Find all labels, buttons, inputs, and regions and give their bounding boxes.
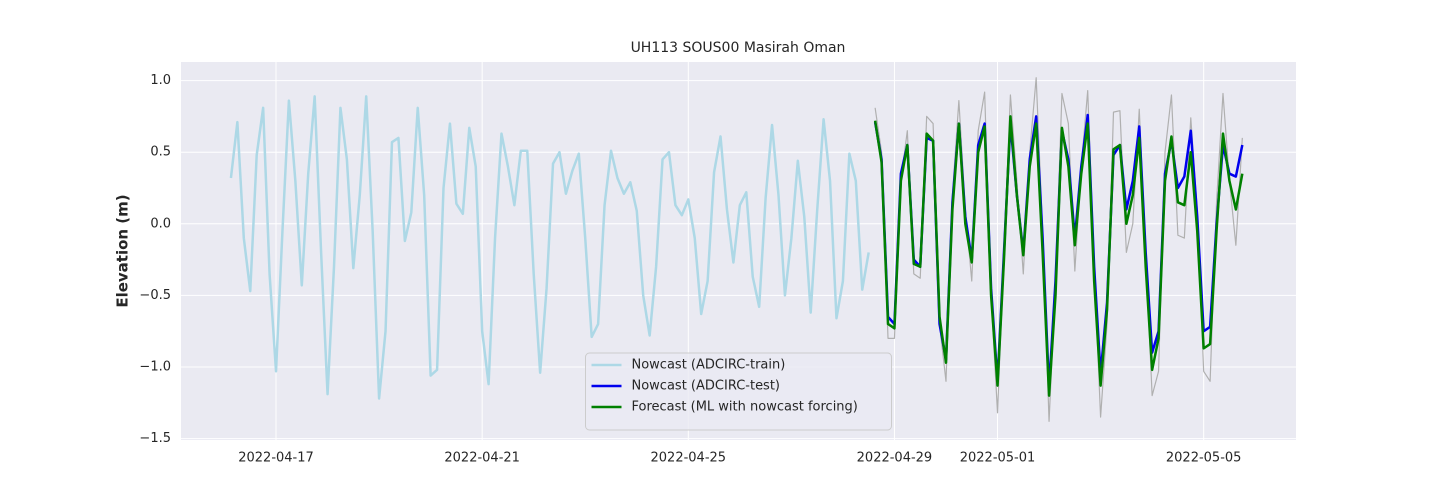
y-tick-label: −1.0 [139,359,171,374]
chart-title: UH113 SOUS00 Masirah Oman [631,40,846,56]
series-line [229,95,870,400]
y-tick-label: 1.0 [150,73,171,88]
x-tick-label: 2022-05-05 [1166,451,1242,466]
legend-label: Nowcast (ADCIRC-test) [632,379,781,394]
x-tick-label: 2022-04-21 [444,451,520,466]
x-tick-label: 2022-04-29 [857,451,933,466]
x-tick-label: 2022-04-25 [651,451,727,466]
y-tick-label: 0.0 [150,216,171,231]
x-tick-label: 2022-04-17 [238,451,314,466]
y-axis-label: Elevation (m) [114,194,132,307]
legend: Nowcast (ADCIRC-train) Nowcast (ADCIRC-te… [585,352,892,431]
y-tick-label: −0.5 [139,288,171,303]
legend-label: Nowcast (ADCIRC-train) [632,358,786,373]
y-tick-label: −1.5 [139,431,171,446]
series-line [873,115,1244,397]
y-tick-label: 0.5 [150,145,171,160]
legend-label: Forecast (ML with nowcast forcing) [632,400,858,415]
legend-box [585,352,892,431]
x-tick-label: 2022-05-01 [960,451,1036,466]
